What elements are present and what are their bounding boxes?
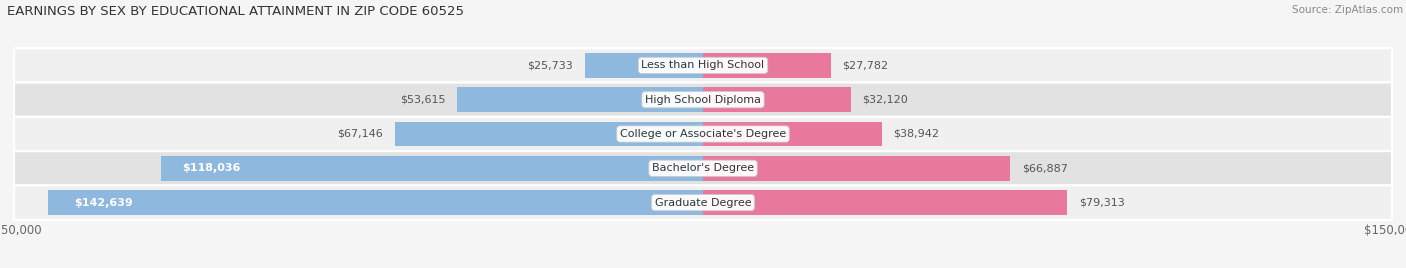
Text: $66,887: $66,887: [1022, 163, 1067, 173]
FancyBboxPatch shape: [14, 151, 1392, 185]
Text: Source: ZipAtlas.com: Source: ZipAtlas.com: [1292, 5, 1403, 15]
Text: $25,733: $25,733: [527, 60, 574, 70]
Text: $79,313: $79,313: [1078, 198, 1125, 208]
Bar: [395, 122, 703, 146]
Text: $32,120: $32,120: [862, 95, 908, 105]
Text: $118,036: $118,036: [183, 163, 240, 173]
FancyBboxPatch shape: [14, 83, 1392, 117]
FancyBboxPatch shape: [14, 117, 1392, 151]
Text: EARNINGS BY SEX BY EDUCATIONAL ATTAINMENT IN ZIP CODE 60525: EARNINGS BY SEX BY EDUCATIONAL ATTAINMEN…: [7, 5, 464, 18]
Bar: [48, 190, 703, 215]
FancyBboxPatch shape: [14, 185, 1392, 220]
Bar: [703, 87, 851, 112]
Text: $38,942: $38,942: [893, 129, 939, 139]
Text: Graduate Degree: Graduate Degree: [655, 198, 751, 208]
Bar: [703, 122, 882, 146]
Bar: [703, 156, 1010, 181]
Text: Bachelor's Degree: Bachelor's Degree: [652, 163, 754, 173]
Text: Less than High School: Less than High School: [641, 60, 765, 70]
Text: High School Diploma: High School Diploma: [645, 95, 761, 105]
Bar: [457, 87, 703, 112]
Bar: [703, 190, 1067, 215]
Text: $142,639: $142,639: [75, 198, 132, 208]
Text: $27,782: $27,782: [842, 60, 889, 70]
Bar: [160, 156, 703, 181]
Text: $67,146: $67,146: [337, 129, 382, 139]
Bar: [585, 53, 703, 78]
Text: College or Associate's Degree: College or Associate's Degree: [620, 129, 786, 139]
Bar: [703, 53, 831, 78]
Text: $53,615: $53,615: [399, 95, 446, 105]
FancyBboxPatch shape: [14, 48, 1392, 83]
